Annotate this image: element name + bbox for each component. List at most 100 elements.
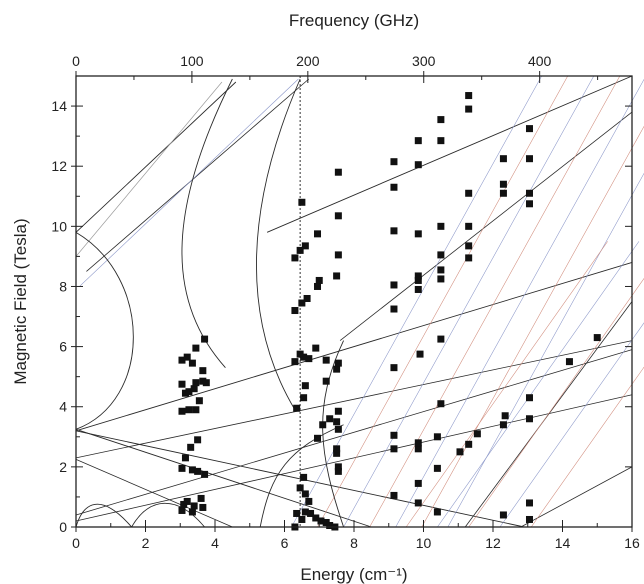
data-point — [326, 521, 334, 529]
model-line — [520, 466, 633, 528]
data-point — [437, 266, 445, 274]
x-tick-label: 14 — [555, 535, 571, 551]
axis-ticks: 0 2 4 6 8 10 12 14 16 0 2 4 6 8 10 12 14 0 100 200 300 400 — [51, 53, 640, 551]
data-point — [298, 299, 306, 307]
data-point — [334, 251, 342, 259]
model-line — [437, 241, 640, 528]
data-point — [317, 517, 325, 525]
data-point — [390, 445, 398, 453]
data-point — [437, 222, 445, 230]
model-line — [447, 172, 644, 528]
data-point — [433, 464, 441, 472]
data-point — [312, 514, 320, 522]
data-point — [199, 503, 207, 511]
data-point — [465, 189, 473, 197]
x-tick-label: 2 — [142, 535, 150, 551]
data-point — [414, 445, 422, 453]
data-point — [416, 350, 424, 358]
data-point — [291, 358, 299, 366]
data-point — [201, 470, 209, 478]
data-point — [499, 155, 507, 163]
data-point — [307, 509, 315, 517]
data-point — [192, 344, 200, 352]
data-point — [456, 448, 464, 456]
data-point — [305, 355, 313, 363]
data-point — [437, 400, 445, 408]
data-point — [414, 479, 422, 487]
data-point — [334, 168, 342, 176]
x2-tick-label: 300 — [412, 53, 436, 69]
data-point — [333, 418, 341, 426]
data-point — [296, 484, 304, 492]
model-line — [343, 75, 595, 528]
model-line — [75, 340, 633, 459]
data-point — [322, 356, 330, 364]
data-point — [414, 439, 422, 447]
model-curve — [75, 231, 134, 430]
data-point — [525, 189, 533, 197]
data-point — [312, 344, 320, 352]
data-point — [465, 440, 473, 448]
data-point — [300, 473, 308, 481]
data-point — [390, 158, 398, 166]
data-point — [465, 92, 473, 100]
data-point — [301, 382, 309, 390]
data-point — [414, 137, 422, 145]
model-line — [464, 301, 633, 528]
data-point — [465, 105, 473, 113]
data-point — [437, 116, 445, 124]
data-point — [293, 404, 301, 412]
data-point — [437, 137, 445, 145]
data-point — [298, 198, 306, 206]
data-point — [414, 272, 422, 280]
x2-tick-label: 400 — [528, 53, 552, 69]
x-tick-label: 6 — [281, 535, 289, 551]
data-point — [185, 388, 193, 396]
data-point — [499, 180, 507, 188]
data-point — [414, 276, 422, 284]
data-point — [390, 305, 398, 313]
x2-tick-label: 0 — [72, 53, 80, 69]
model-line — [421, 125, 644, 528]
data-point — [334, 463, 342, 471]
data-point — [195, 397, 203, 405]
x-tick-label: 12 — [485, 535, 501, 551]
data-point — [178, 506, 186, 514]
data-point — [291, 254, 299, 262]
model-curve — [256, 78, 301, 410]
model-line — [75, 81, 237, 233]
data-point — [414, 161, 422, 169]
data-point — [525, 200, 533, 208]
model-line — [79, 78, 299, 287]
data-point — [183, 497, 191, 505]
data-point — [333, 445, 341, 453]
model-line — [75, 349, 633, 516]
data-point — [525, 394, 533, 402]
model-line — [339, 111, 633, 341]
data-point — [473, 430, 481, 438]
data-point — [334, 467, 342, 475]
data-point — [188, 359, 196, 367]
data-point — [437, 335, 445, 343]
model-line — [317, 75, 568, 528]
data-point — [199, 367, 207, 375]
data-point — [178, 380, 186, 388]
data-point — [433, 433, 441, 441]
data-point — [433, 508, 441, 516]
data-point — [414, 285, 422, 293]
data-point — [183, 353, 191, 361]
data-point — [305, 497, 313, 505]
model-line — [75, 81, 223, 257]
data-point — [334, 407, 342, 415]
data-point — [187, 443, 195, 451]
model-line — [266, 75, 633, 233]
data-point — [525, 499, 533, 507]
data-point — [437, 251, 445, 259]
plot-frame — [75, 75, 633, 528]
x-tick-label: 16 — [624, 535, 640, 551]
x-tick-label: 0 — [72, 535, 80, 551]
data-point — [192, 379, 200, 387]
data-point — [390, 281, 398, 289]
data-point — [499, 511, 507, 519]
data-point — [499, 189, 507, 197]
